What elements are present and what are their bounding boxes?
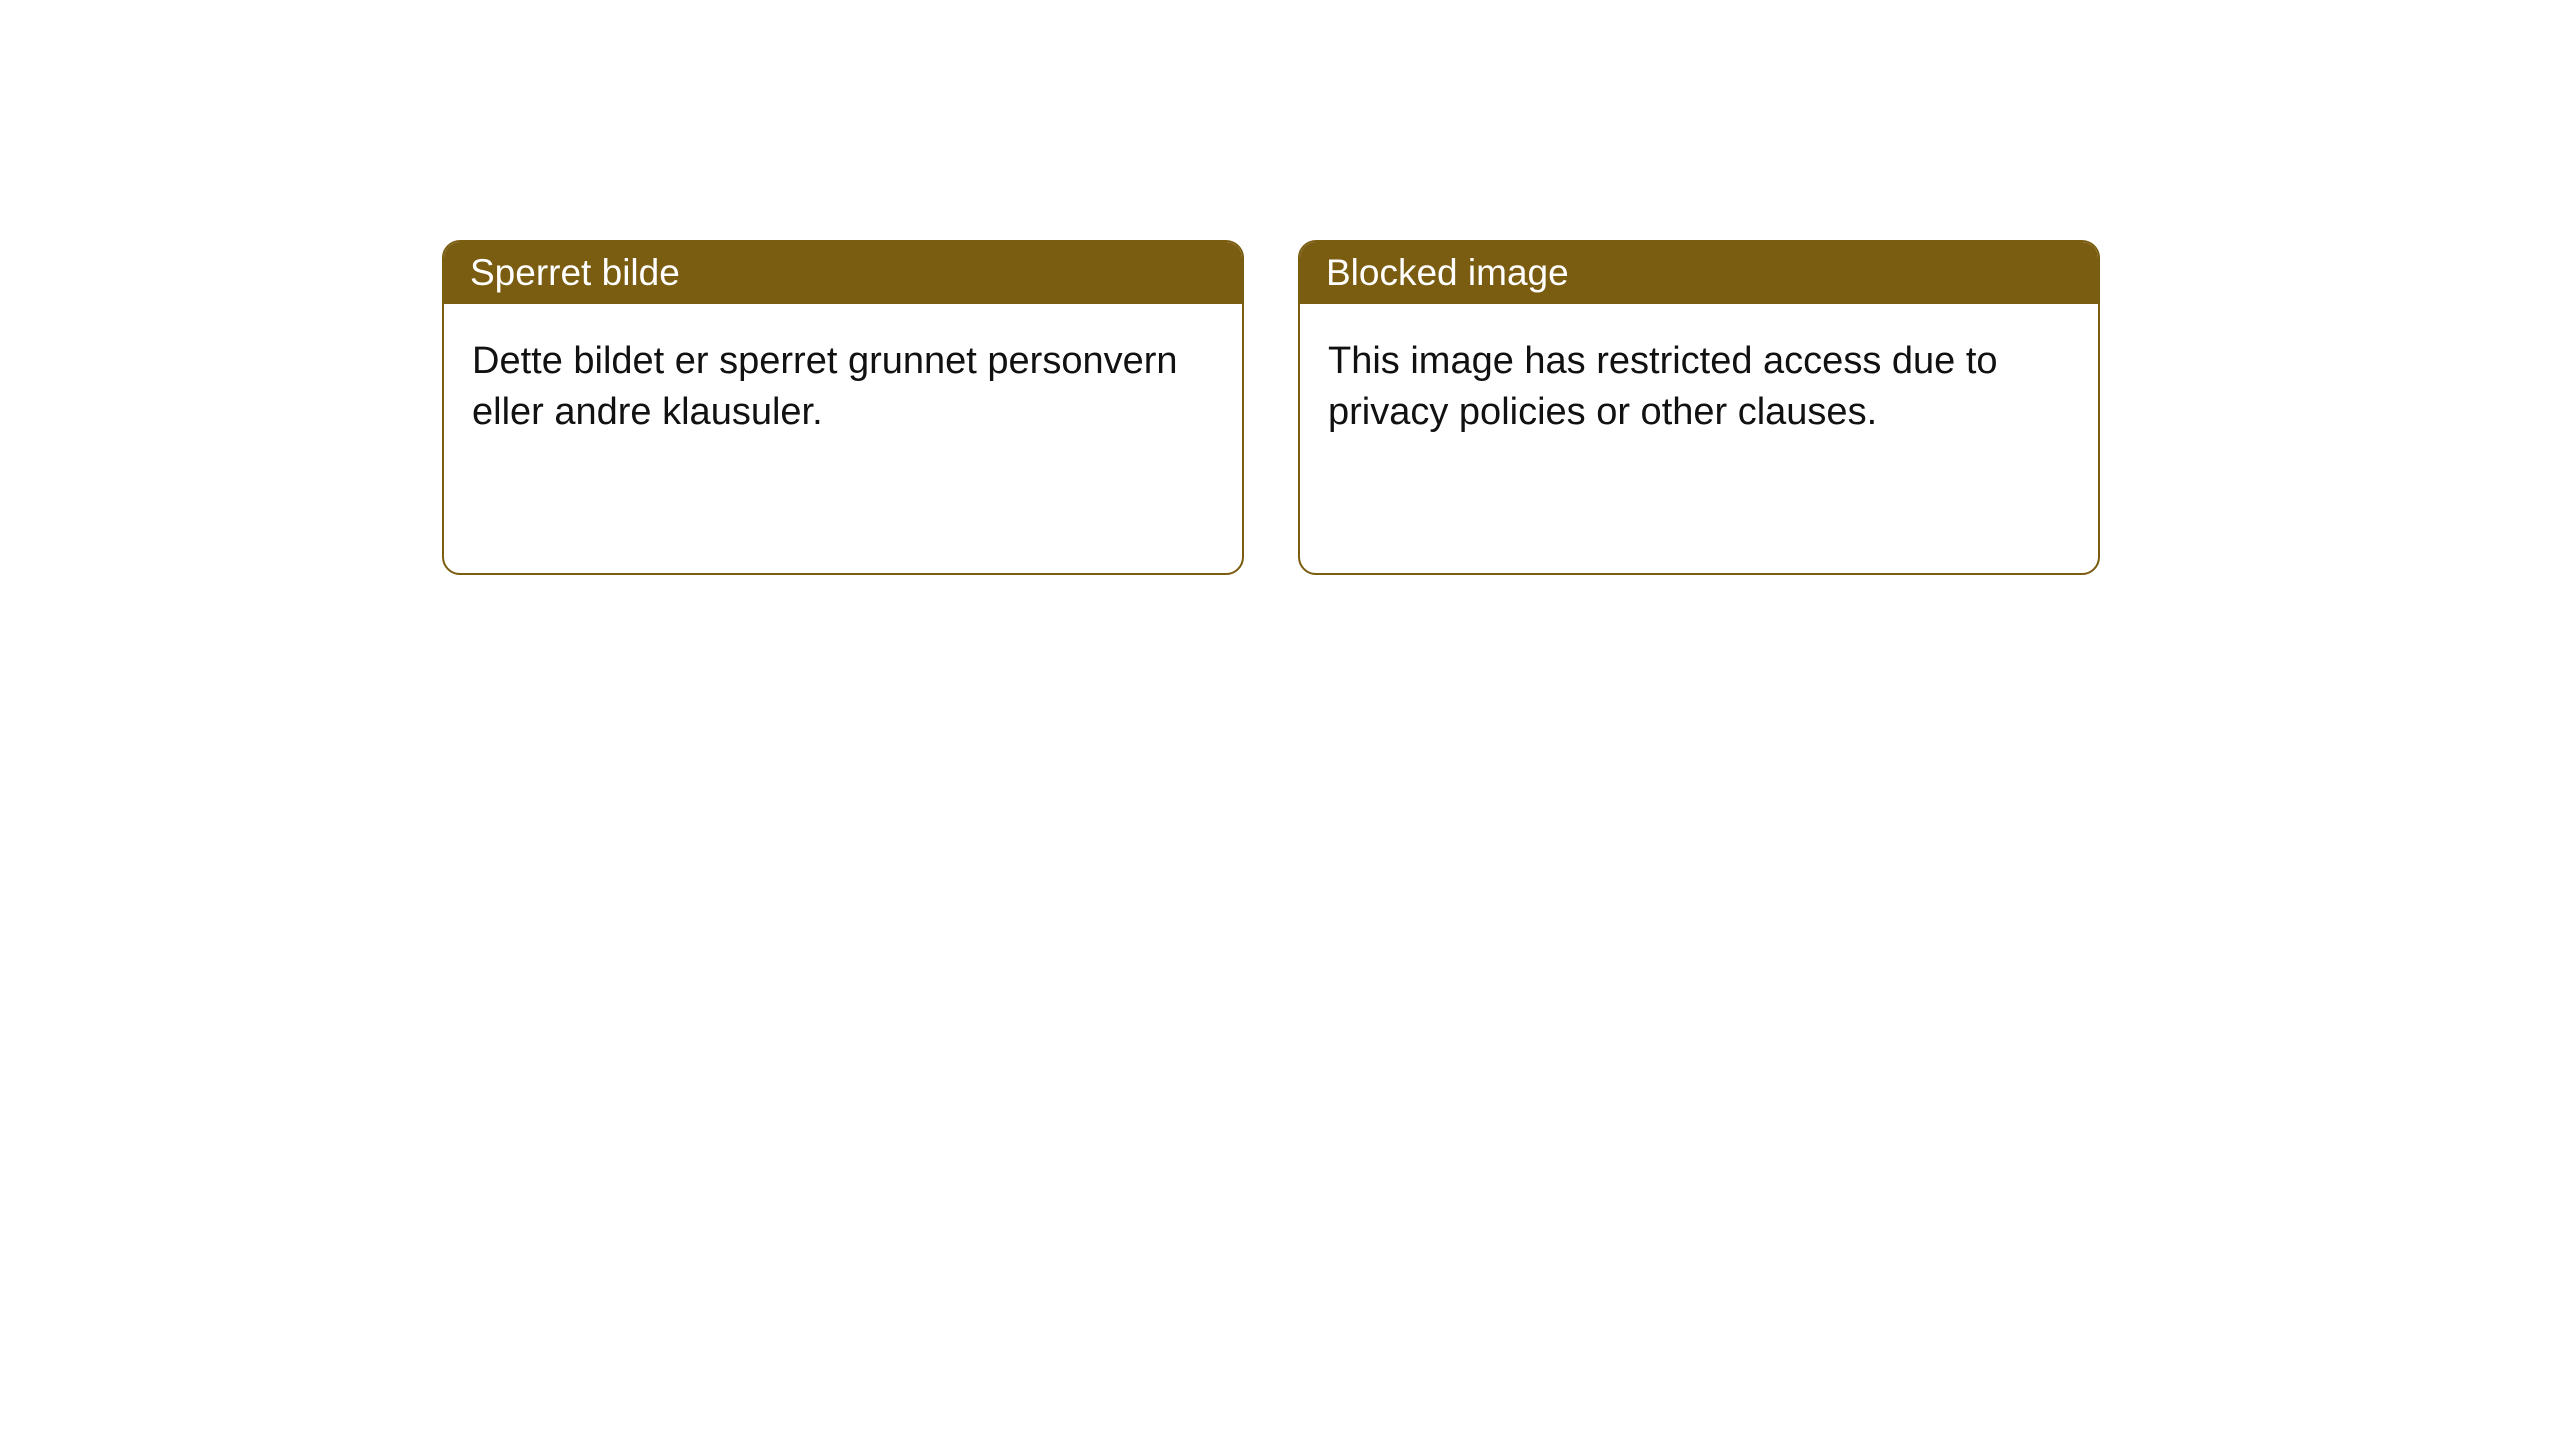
card-body-text-en: This image has restricted access due to … bbox=[1328, 340, 1998, 433]
card-header-en: Blocked image bbox=[1300, 242, 2098, 304]
card-body-text-no: Dette bildet er sperret grunnet personve… bbox=[472, 340, 1178, 433]
notice-container: Sperret bilde Dette bildet er sperret gr… bbox=[0, 0, 2560, 575]
blocked-image-card-no: Sperret bilde Dette bildet er sperret gr… bbox=[442, 240, 1244, 575]
blocked-image-card-en: Blocked image This image has restricted … bbox=[1298, 240, 2100, 575]
card-title-en: Blocked image bbox=[1326, 252, 1569, 293]
card-body-en: This image has restricted access due to … bbox=[1300, 304, 2098, 471]
card-title-no: Sperret bilde bbox=[470, 252, 680, 293]
card-header-no: Sperret bilde bbox=[444, 242, 1242, 304]
card-body-no: Dette bildet er sperret grunnet personve… bbox=[444, 304, 1242, 471]
